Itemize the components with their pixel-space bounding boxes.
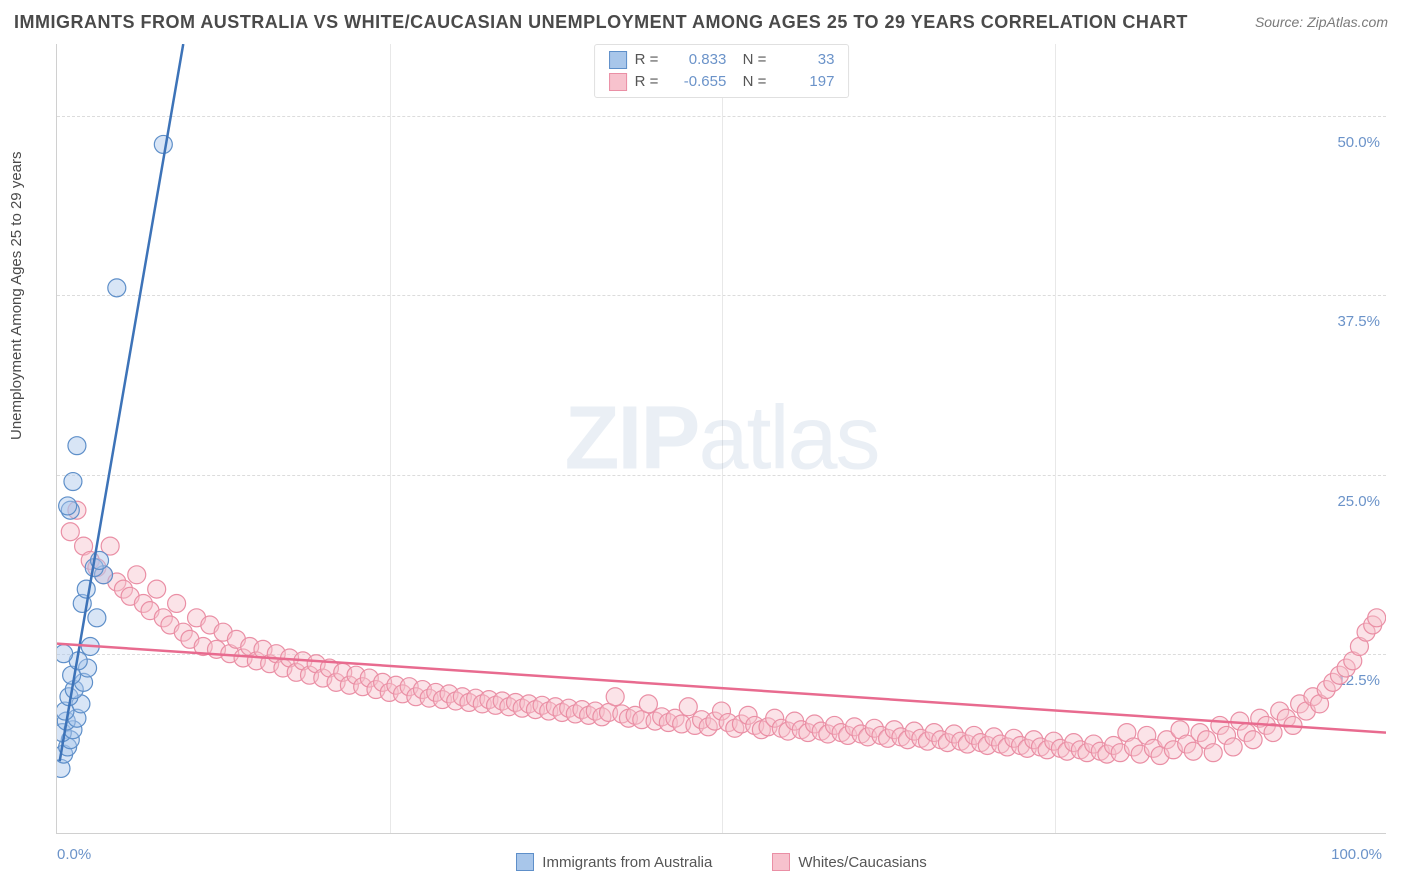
legend-item-1: Immigrants from Australia bbox=[516, 853, 712, 871]
y-axis-label: Unemployment Among Ages 25 to 29 years bbox=[8, 151, 25, 440]
plot-area: ZIPatlas R = 0.833 N = 33 R = -0.655 N =… bbox=[56, 44, 1386, 834]
stats-row-series2: R = -0.655 N = 197 bbox=[609, 71, 835, 93]
r-label: R = bbox=[635, 71, 659, 93]
stats-legend: R = 0.833 N = 33 R = -0.655 N = 197 bbox=[594, 44, 850, 98]
legend-item-2: Whites/Caucasians bbox=[772, 853, 926, 871]
n-label: N = bbox=[734, 49, 766, 71]
legend-swatch-1 bbox=[516, 853, 534, 871]
swatch-series1 bbox=[609, 51, 627, 69]
r-label: R = bbox=[635, 49, 659, 71]
legend-label-2: Whites/Caucasians bbox=[798, 854, 926, 871]
legend-label-1: Immigrants from Australia bbox=[542, 854, 712, 871]
xtick-label: 100.0% bbox=[1331, 846, 1382, 863]
chart-title: IMMIGRANTS FROM AUSTRALIA VS WHITE/CAUCA… bbox=[14, 12, 1188, 33]
r-value-2: -0.655 bbox=[666, 71, 726, 93]
n-label: N = bbox=[734, 71, 766, 93]
n-value-1: 33 bbox=[774, 49, 834, 71]
r-value-1: 0.833 bbox=[666, 49, 726, 71]
stats-row-series1: R = 0.833 N = 33 bbox=[609, 49, 835, 71]
swatch-series2 bbox=[609, 73, 627, 91]
series-legend: Immigrants from Australia Whites/Caucasi… bbox=[57, 853, 1386, 871]
xtick-label: 0.0% bbox=[57, 846, 91, 863]
n-value-2: 197 bbox=[774, 71, 834, 93]
legend-swatch-2 bbox=[772, 853, 790, 871]
chart-svg bbox=[57, 44, 1386, 833]
source-attribution: Source: ZipAtlas.com bbox=[1255, 14, 1388, 30]
